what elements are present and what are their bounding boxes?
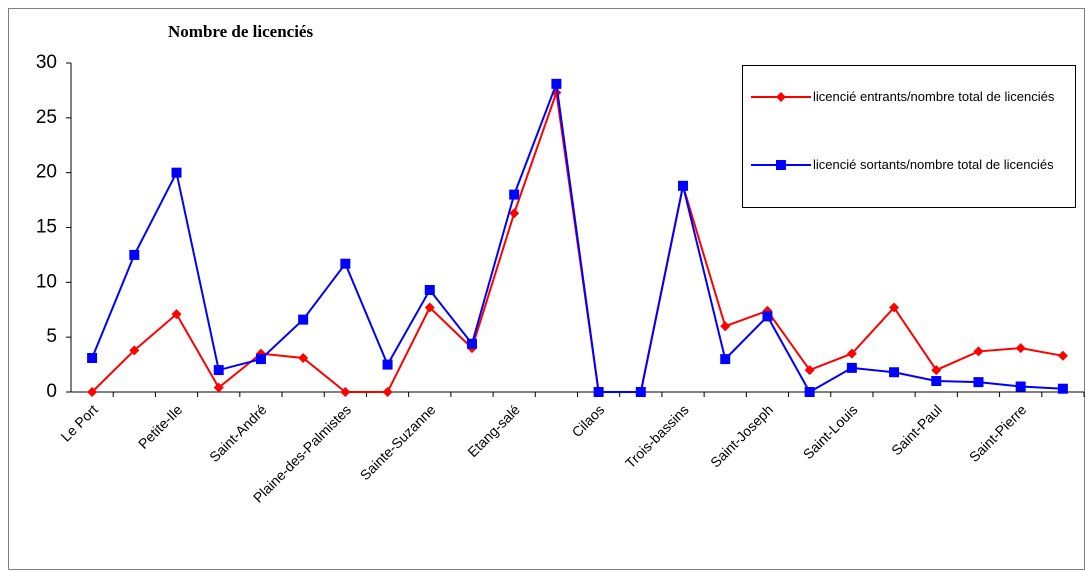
data-point — [1057, 383, 1068, 394]
legend-marker — [776, 92, 786, 102]
data-point — [213, 382, 224, 393]
y-tick-label: 30 — [36, 52, 57, 73]
data-point — [340, 258, 351, 269]
data-point — [804, 365, 815, 376]
data-point — [298, 353, 309, 364]
data-point — [931, 365, 942, 376]
data-point — [509, 208, 520, 219]
data-point — [931, 376, 942, 387]
data-point — [635, 387, 646, 397]
data-point — [129, 249, 140, 260]
data-point — [973, 346, 984, 357]
data-point — [466, 338, 477, 349]
data-point — [551, 78, 562, 89]
data-point — [846, 362, 857, 373]
data-point — [340, 387, 351, 397]
data-point — [889, 367, 900, 378]
data-point — [87, 353, 98, 364]
data-point — [720, 354, 731, 365]
data-point — [762, 311, 773, 322]
data-point — [1015, 381, 1026, 392]
data-point — [129, 345, 140, 356]
data-point — [213, 365, 224, 376]
legend-swatch — [751, 160, 811, 170]
data-point — [1015, 343, 1026, 354]
data-point — [973, 377, 984, 388]
data-point — [720, 321, 731, 332]
data-point — [171, 309, 182, 320]
y-tick-label: 0 — [46, 381, 57, 402]
data-point — [424, 285, 435, 296]
data-point — [1057, 350, 1068, 361]
legend-label: licencié sortants/nombre total de licenc… — [813, 157, 1054, 172]
y-tick-label: 20 — [36, 162, 57, 183]
legend-swatch — [751, 92, 811, 102]
data-point — [298, 314, 309, 325]
data-point — [87, 387, 98, 397]
y-tick-label: 15 — [36, 217, 57, 238]
data-point — [889, 302, 900, 313]
legend-marker — [776, 160, 786, 170]
y-tick-label: 5 — [46, 326, 57, 347]
legend: licencié entrants/nombre total de licenc… — [742, 65, 1076, 208]
data-point — [678, 180, 689, 191]
data-point — [593, 387, 604, 397]
series-line — [91, 83, 1063, 394]
data-point — [846, 348, 857, 359]
data-point — [424, 302, 435, 313]
y-tick-label: 10 — [36, 271, 57, 292]
data-point — [171, 167, 182, 178]
y-tick-label: 25 — [36, 107, 57, 128]
data-point — [382, 387, 393, 397]
data-point — [509, 189, 520, 200]
data-point — [382, 359, 393, 370]
data-point — [255, 354, 266, 365]
chart-title: Nombre de licenciés — [168, 22, 313, 41]
legend-label: licencié entrants/nombre total de licenc… — [813, 89, 1055, 104]
data-point — [804, 387, 815, 397]
